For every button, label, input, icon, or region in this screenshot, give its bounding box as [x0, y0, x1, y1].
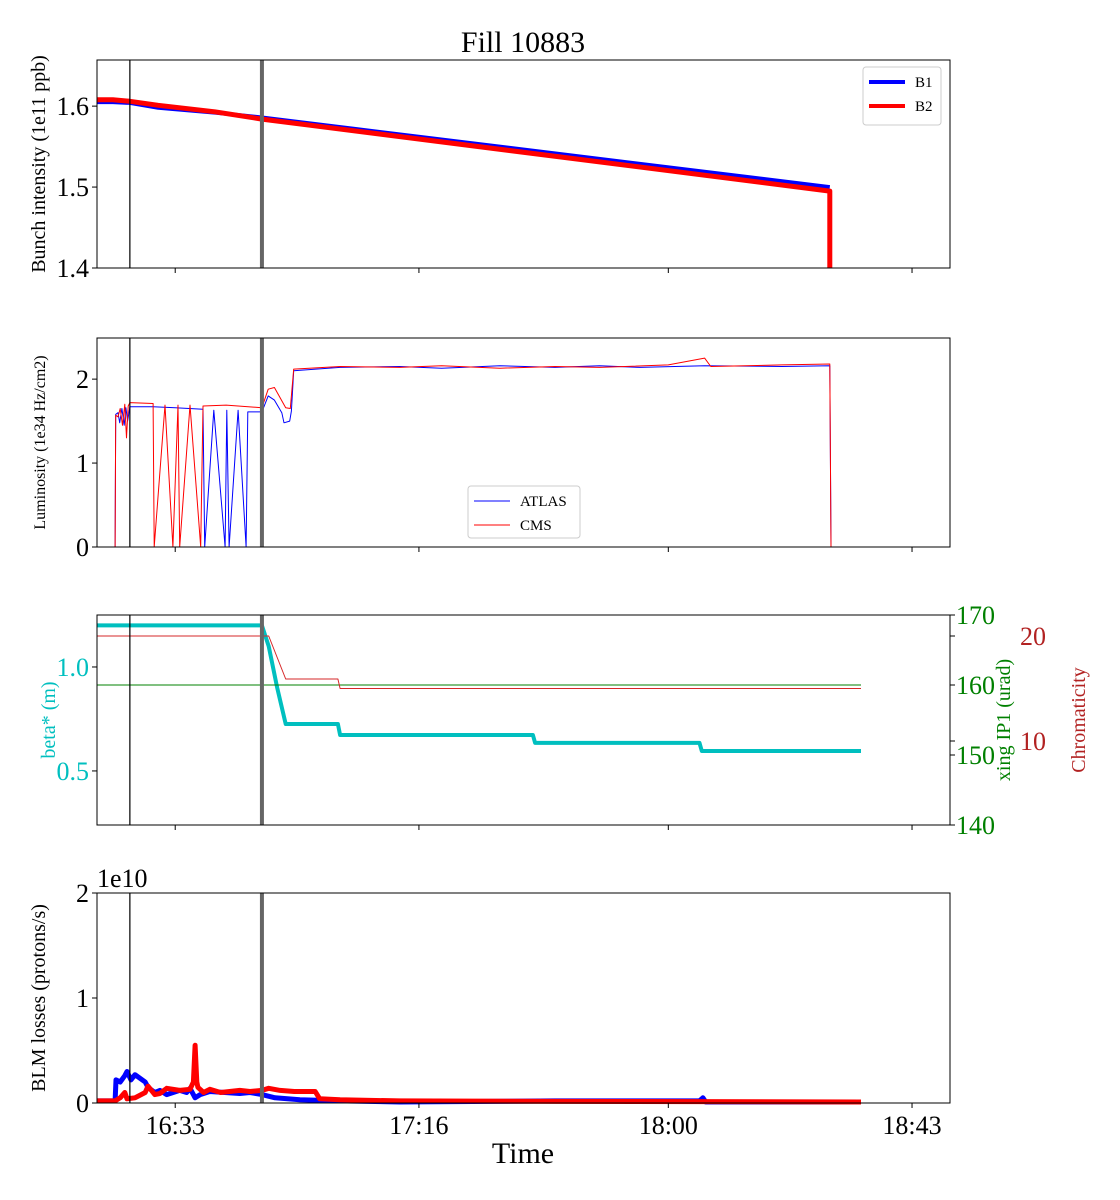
y-tick-label: 1.4 — [57, 254, 90, 283]
right-y-tick-label: 140 — [956, 811, 995, 840]
y-tick-label: 2 — [76, 879, 89, 908]
y-tick-label: 0.5 — [57, 757, 90, 786]
legend: B1 B2 — [862, 66, 942, 126]
right-y-tick-label: 150 — [956, 741, 995, 770]
plot-area — [97, 1042, 862, 1105]
legend-label: CMS — [520, 518, 552, 534]
x-tick-label: 17:16 — [389, 1111, 448, 1140]
panel-luminosity: 0 1 2 Luminosity (1e34 Hz/cm2) ATLAS CMS — [32, 337, 951, 562]
plot-area — [97, 357, 861, 548]
axis-offset-label: 1e10 — [97, 864, 148, 893]
y-tick-label: 1 — [76, 984, 89, 1013]
y-axis-label: Luminosity (1e34 Hz/cm2) — [32, 355, 49, 529]
y-axis-label: beta* (m) — [38, 681, 60, 758]
y-tick-label: 1 — [76, 449, 89, 478]
panel-intensity: 1.4 1.5 1.6 Bunch intensity (1e11 ppb) B1 B2 — [28, 55, 951, 283]
right-y-tick-label: 10 — [1020, 727, 1046, 756]
x-tick-label: 16:33 — [146, 1111, 205, 1140]
y-tick-label: 0 — [76, 533, 89, 562]
right-y-axis-label: Chromaticity — [1068, 667, 1090, 773]
right-y-tick-label: 160 — [956, 671, 995, 700]
y-tick-label: 0 — [76, 1089, 89, 1118]
axes-frame — [96, 59, 951, 269]
legend: ATLAS CMS — [467, 485, 581, 539]
series-blm-b2 — [97, 1042, 862, 1105]
series-beta- — [97, 623, 861, 753]
y-tick-label: 1.6 — [57, 92, 90, 121]
axes-frame — [96, 614, 951, 826]
right-y-tick-label: 20 — [1020, 622, 1046, 651]
series-cms — [97, 357, 832, 548]
axes-frame — [96, 337, 951, 548]
y-tick-label: 1.0 — [57, 653, 90, 682]
panel-blm: 0 1 2 16:33 17:16 18:00 18:43 BLM losses (proto… — [28, 864, 951, 1140]
legend-label: B2 — [915, 99, 933, 115]
x-axis-label: Time — [492, 1137, 554, 1170]
legend-label: B1 — [915, 75, 933, 91]
x-tick-label: 18:43 — [882, 1111, 941, 1140]
y-axis-label: Bunch intensity (1e11 ppb) — [28, 55, 50, 273]
legend-label: ATLAS — [520, 494, 567, 510]
y-axis-label: BLM losses (protons/s) — [28, 904, 50, 1092]
series-b2 — [97, 97, 833, 268]
chart-title: Fill 10883 — [461, 26, 585, 59]
y-tick-label: 1.5 — [57, 173, 90, 202]
y-tick-label: 2 — [76, 365, 89, 394]
x-tick-label: 18:00 — [639, 1111, 698, 1140]
right-y-tick-label: 170 — [956, 601, 995, 630]
right-y-axis-label: xing IP1 (urad) — [993, 659, 1015, 781]
